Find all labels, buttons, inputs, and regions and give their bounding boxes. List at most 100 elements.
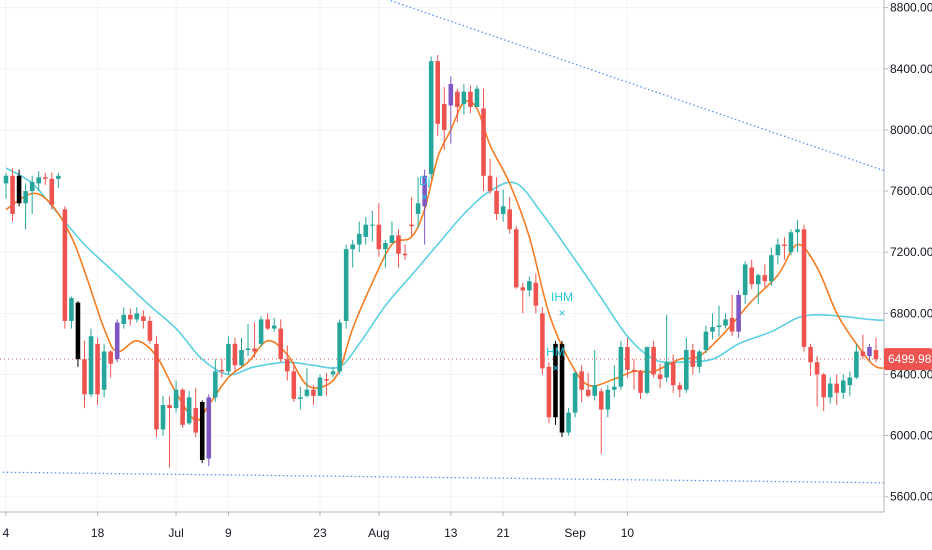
last-price-background — [884, 348, 932, 371]
candle — [219, 359, 225, 378]
trendline — [2, 471, 899, 484]
candle-body — [618, 346, 624, 387]
candle — [625, 337, 630, 378]
candle-body — [370, 224, 375, 226]
candle-body — [389, 235, 395, 244]
pattern-label: HM — [546, 345, 565, 359]
candle-body — [808, 346, 813, 363]
price-axis-background — [884, 0, 932, 512]
time-axis-ticks: 4 18 Jul 9 23 Aug 13 21 Sep 10 — [3, 512, 634, 540]
candle — [533, 273, 539, 314]
candle — [383, 239, 388, 268]
candle — [782, 236, 787, 260]
candle — [729, 294, 735, 337]
pattern-marker-icon: × — [559, 306, 566, 320]
candle-body — [455, 91, 460, 107]
candle — [199, 400, 205, 464]
candle — [284, 345, 290, 381]
candle — [376, 203, 382, 257]
candle-body — [199, 401, 205, 461]
candle-body — [644, 346, 650, 393]
time-tick-label: Jul — [168, 526, 183, 540]
candle — [527, 276, 532, 297]
candle-body — [180, 389, 185, 425]
candle — [670, 354, 676, 393]
candle — [572, 371, 578, 418]
price-tick-label: 5600.00 — [890, 490, 932, 504]
candle — [271, 317, 277, 332]
candle-body — [867, 346, 872, 357]
pattern-annotations: Dj×IHM×HM×HM× — [419, 174, 905, 375]
candle — [487, 158, 493, 195]
candle — [612, 365, 617, 398]
candle — [468, 85, 473, 114]
candle — [736, 290, 741, 338]
candle-body — [677, 385, 683, 390]
candle-body — [749, 267, 755, 285]
candle — [546, 362, 552, 424]
candle — [49, 172, 55, 210]
candle-body — [186, 397, 192, 424]
candle-body — [690, 349, 696, 367]
candle — [298, 386, 303, 410]
last-price-label: 6499.98 — [888, 352, 932, 366]
candle — [114, 319, 120, 363]
candle — [422, 169, 427, 245]
candle-body — [533, 282, 539, 306]
candle — [795, 220, 800, 253]
candle-body — [82, 359, 87, 395]
candle — [409, 197, 414, 236]
candle — [579, 365, 584, 402]
candle-body — [62, 209, 68, 321]
candle-body — [23, 191, 28, 204]
candle-body — [3, 175, 9, 184]
price-axis[interactable]: 5600.00 6000.00 6400.00 6800.00 7200.00 7600.… — [883, 0, 932, 512]
candle-body — [448, 84, 454, 106]
candle — [127, 308, 133, 326]
candle-body — [10, 175, 15, 214]
candle — [350, 239, 355, 268]
time-tick-label: 23 — [313, 526, 327, 540]
candle-body — [769, 255, 774, 282]
candle-body — [860, 351, 866, 357]
candle-body — [494, 191, 499, 214]
candle — [749, 259, 755, 289]
candle — [566, 408, 571, 436]
candle — [710, 313, 715, 340]
candle — [95, 337, 100, 406]
time-axis[interactable]: 4 18 Jul 9 23 Aug 13 21 Sep 10 — [0, 511, 932, 550]
candle — [867, 343, 872, 361]
candle — [370, 210, 375, 242]
candle-body — [271, 325, 277, 329]
candle — [638, 369, 643, 399]
candle — [206, 394, 212, 467]
candle-body — [441, 103, 447, 130]
candle — [644, 346, 650, 395]
candle — [808, 343, 813, 376]
candle-body — [664, 362, 669, 378]
candle — [356, 221, 362, 253]
candle-body — [219, 369, 225, 372]
candle — [841, 374, 846, 399]
candle-body — [291, 371, 297, 399]
candle — [461, 84, 467, 115]
candle — [193, 388, 198, 438]
candle-body — [134, 313, 140, 320]
candle-body — [710, 327, 715, 332]
price-axis-ticks: 5600.00 6000.00 6400.00 6800.00 7200.00 7600.… — [884, 1, 932, 504]
candle — [854, 343, 859, 380]
candle — [173, 380, 179, 413]
time-tick-label: 13 — [444, 526, 458, 540]
candle-body — [559, 343, 565, 433]
candle — [265, 313, 270, 331]
candle — [677, 382, 683, 398]
candle-body — [841, 380, 846, 393]
candle-body — [605, 389, 611, 410]
candle — [703, 325, 709, 354]
candle-body — [631, 369, 637, 372]
price-tick-label: 6800.00 — [890, 306, 932, 320]
time-tick-label: 9 — [225, 526, 232, 540]
candle-body — [579, 371, 584, 390]
candle — [448, 76, 454, 144]
